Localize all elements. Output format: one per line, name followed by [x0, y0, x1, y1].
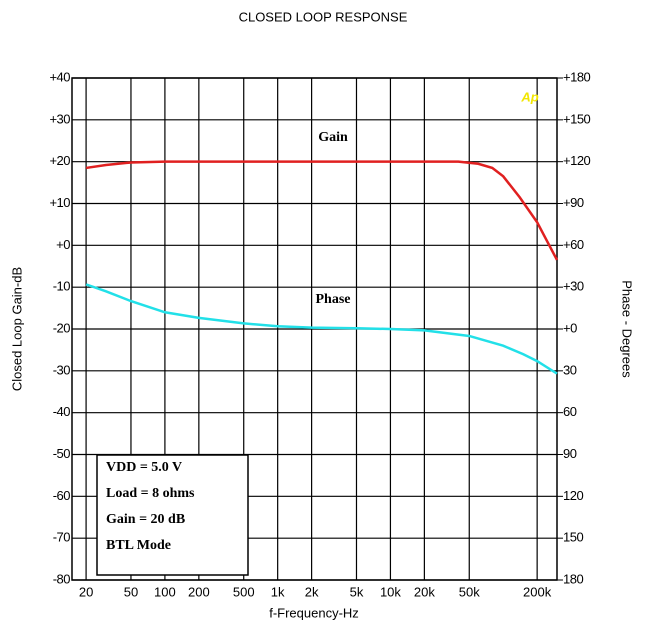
y2-tick-label: +60: [563, 237, 584, 252]
y2-tick-label: 150: [563, 530, 583, 545]
x-tick-label: 100: [154, 584, 176, 599]
logo: Ap: [520, 89, 538, 104]
y-tick-label: -80: [53, 571, 71, 586]
annotation-box: [96, 454, 249, 576]
y2-tick-label: +120: [563, 153, 591, 168]
y-tick-label: -30: [53, 362, 71, 377]
y2-tick-label: +150: [563, 111, 591, 126]
annotation: Load = 8 ohms: [106, 486, 195, 501]
y2-tick-label: 30: [563, 362, 577, 377]
annotation: BTL Mode: [106, 538, 171, 553]
series-label: Phase: [316, 292, 351, 307]
chart-title: CLOSED LOOP RESPONSE: [239, 9, 408, 24]
y-tick-label: -10: [53, 279, 71, 294]
line-series: [85, 160, 559, 261]
y-tick-label: -60: [53, 488, 71, 503]
x-tick-label: 500: [233, 584, 255, 599]
y-axis-label: Closed Loop Gain-dB: [9, 267, 24, 391]
y-tick-label: -40: [53, 404, 71, 419]
line-series: [85, 283, 558, 375]
x-tick-label: 1k: [271, 584, 285, 599]
y2-tick-label: +90: [563, 195, 584, 210]
x-tick-label: 20: [79, 584, 93, 599]
annotation: VDD = 5.0 V: [106, 460, 182, 475]
x-tick-label: 2k: [305, 584, 319, 599]
y-tick-label: +40: [49, 69, 70, 84]
series-label: Gain: [318, 130, 348, 145]
x-tick-label: 200k: [523, 584, 552, 599]
x-tick-label: 20k: [414, 584, 435, 599]
y2-tick-label: +180: [563, 69, 591, 84]
y-tick-label: -20: [53, 320, 71, 335]
y-tick-label: +0: [56, 237, 70, 252]
annotation: Gain = 20 dB: [106, 512, 185, 527]
y-tick-label: +20: [49, 153, 70, 168]
y-tick-label: +10: [49, 195, 70, 210]
y-tick-label: -50: [53, 446, 71, 461]
y2-tick-label: 120: [563, 488, 583, 503]
x-tick-label: 10k: [380, 584, 401, 599]
x-tick-label: 50k: [459, 584, 480, 599]
y-tick-label: -70: [53, 530, 71, 545]
x-tick-label: 50: [124, 584, 138, 599]
y-tick-label: +30: [49, 111, 70, 126]
y2-tick-label: +0: [563, 320, 577, 335]
y2-tick-label: 60: [563, 404, 577, 419]
x-tick-label: 5k: [350, 584, 364, 599]
y2-tick-label: +30: [563, 279, 584, 294]
x-tick-label: 200: [188, 584, 210, 599]
y2-tick-label: 90: [563, 446, 577, 461]
y2-axis-label: Phase - Degrees: [620, 280, 635, 378]
y2-tick-label: 180: [563, 571, 583, 586]
x-axis-label: f-Frequency-Hz: [269, 605, 359, 620]
plot-border: [71, 77, 558, 581]
